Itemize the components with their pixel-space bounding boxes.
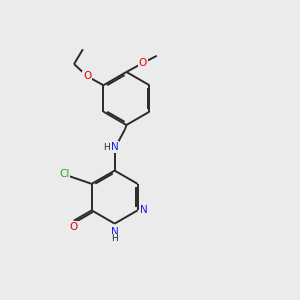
Text: H: H [111,234,118,243]
Text: O: O [139,58,147,68]
Text: N: N [140,206,148,215]
Text: N: N [111,142,119,152]
Text: N: N [111,227,119,237]
Text: Cl: Cl [59,169,70,179]
Text: O: O [83,71,92,81]
Text: O: O [70,222,78,232]
Text: H: H [103,142,110,152]
